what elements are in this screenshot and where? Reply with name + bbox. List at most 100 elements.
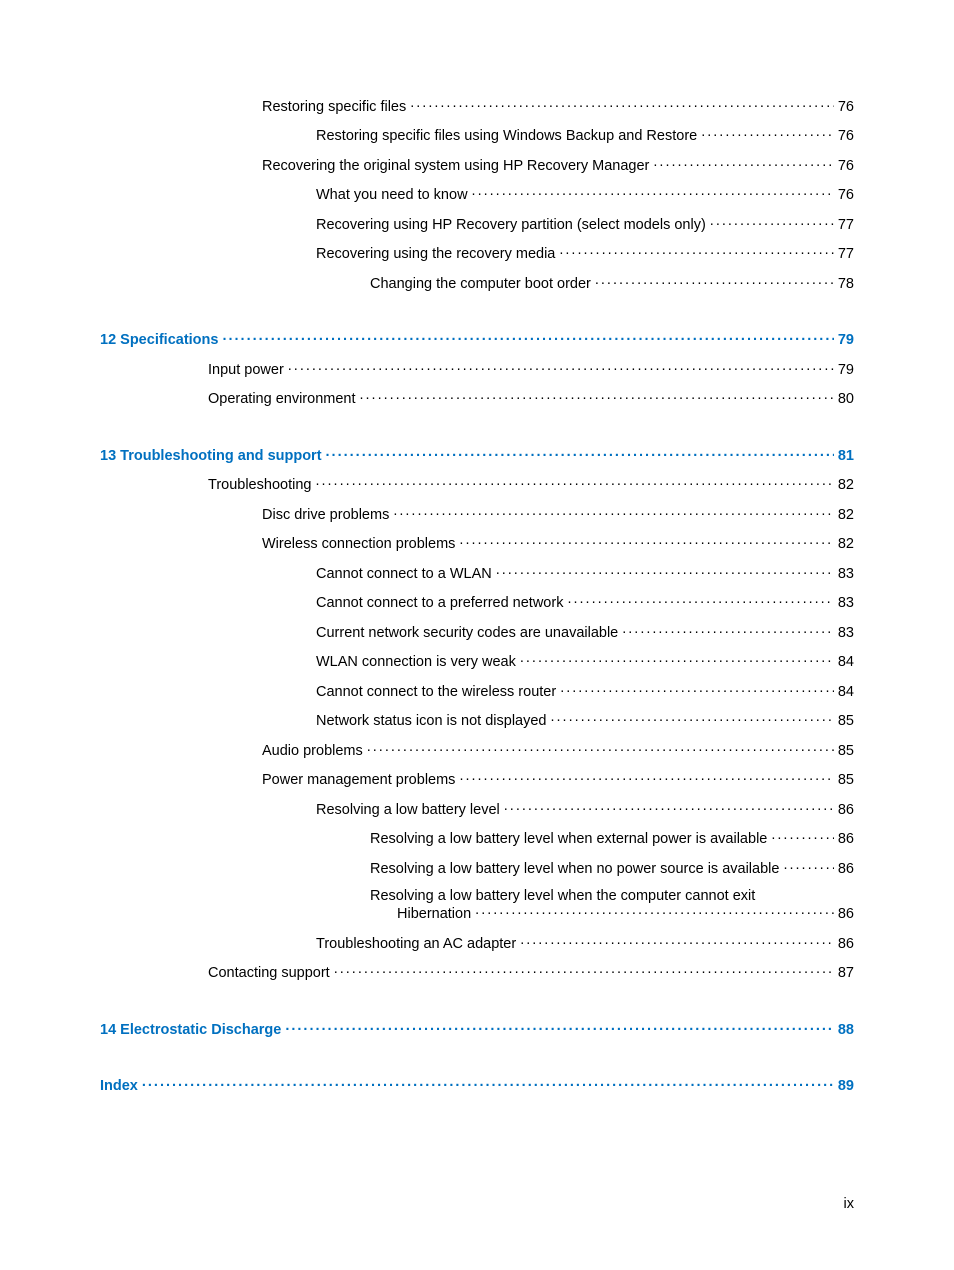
toc-entry: What you need to know 76	[100, 185, 854, 204]
toc-entry: Restoring specific files 76	[100, 96, 854, 115]
toc-leader-dots	[472, 185, 834, 200]
toc-entry-page: 84	[838, 684, 854, 700]
toc-entry: Troubleshooting 82	[100, 475, 854, 494]
toc-entry-text: Resolving a low battery level when the c…	[370, 888, 755, 904]
toc-entry: Resolving a low battery level 86	[100, 799, 854, 818]
toc-entry-text: Audio problems	[262, 743, 363, 759]
toc-entry-text[interactable]: 14 Electrostatic Discharge	[100, 1022, 281, 1038]
page-number: ix	[844, 1196, 854, 1212]
toc-entry-page: 76	[838, 187, 854, 203]
table-of-contents: Restoring specific files76Restoring spec…	[100, 96, 854, 1094]
toc-entry-text: Troubleshooting	[208, 477, 311, 493]
toc-entry-text: Input power	[208, 362, 284, 378]
toc-leader-dots	[410, 96, 834, 111]
toc-leader-dots	[560, 681, 834, 696]
toc-leader-dots	[551, 711, 834, 726]
toc-entry-page: 76	[838, 99, 854, 115]
toc-entry-page: 86	[838, 802, 854, 818]
toc-entry-text: Operating environment	[208, 391, 356, 407]
toc-entry: Recovering the original system using HP …	[100, 155, 854, 174]
toc-entry-text: Disc drive problems	[262, 507, 389, 523]
toc-entry: Resolving a low battery level when exter…	[100, 829, 854, 848]
toc-leader-dots	[496, 563, 834, 578]
toc-leader-dots	[710, 214, 834, 229]
toc-entry-page: 86	[838, 906, 854, 922]
toc-entry-page: 83	[838, 625, 854, 641]
toc-entry: Power management problems85	[100, 770, 854, 789]
toc-leader-dots	[520, 652, 834, 667]
toc-leader-dots	[315, 475, 833, 490]
toc-entry: Cannot connect to a WLAN 83	[100, 563, 854, 582]
toc-entry-page[interactable]: 89	[838, 1078, 854, 1094]
toc-leader-dots	[475, 904, 834, 919]
toc-entry: Recovering using the recovery media 77	[100, 244, 854, 263]
toc-entry-page: 83	[838, 595, 854, 611]
toc-entry-text: Power management problems	[262, 772, 455, 788]
toc-entry-text: Resolving a low battery level when no po…	[370, 861, 779, 877]
toc-chapter-entry: 13 Troubleshooting and support 81	[100, 445, 854, 464]
toc-entry-text: What you need to know	[316, 187, 468, 203]
toc-leader-dots	[326, 445, 834, 460]
toc-leader-dots	[288, 359, 834, 374]
toc-entry: Changing the computer boot order78	[100, 273, 854, 292]
toc-leader-dots	[360, 389, 834, 404]
toc-leader-dots	[701, 126, 834, 141]
toc-entry: Restoring specific files using Windows B…	[100, 126, 854, 145]
toc-leader-dots	[459, 770, 833, 785]
toc-entry-page: 86	[838, 831, 854, 847]
toc-entry-page[interactable]: 88	[838, 1022, 854, 1038]
toc-entry-text: Resolving a low battery level	[316, 802, 500, 818]
toc-entry-text[interactable]: 13 Troubleshooting and support	[100, 448, 322, 464]
toc-entry-page[interactable]: 81	[838, 448, 854, 464]
toc-leader-dots	[520, 933, 834, 948]
toc-chapter-entry: 14 Electrostatic Discharge 88	[100, 1019, 854, 1038]
toc-entry-text: Hibernation	[397, 906, 471, 922]
toc-entry-page: 76	[838, 128, 854, 144]
toc-entry-page: 77	[838, 246, 854, 262]
toc-leader-dots	[771, 829, 834, 844]
toc-leader-dots	[567, 593, 833, 608]
toc-entry-text: Resolving a low battery level when exter…	[370, 831, 767, 847]
toc-leader-dots	[459, 534, 833, 549]
toc-entry: Resolving a low battery level when no po…	[100, 858, 854, 877]
toc-entry-page: 82	[838, 477, 854, 493]
toc-leader-dots	[142, 1076, 834, 1091]
toc-entry: Current network security codes are unava…	[100, 622, 854, 641]
toc-entry-page: 85	[838, 743, 854, 759]
toc-leader-dots	[622, 622, 834, 637]
toc-leader-dots	[653, 155, 833, 170]
toc-entry-text: Restoring specific files	[262, 99, 406, 115]
toc-entry-text: Wireless connection problems	[262, 536, 455, 552]
toc-entry: Cannot connect to a preferred network 83	[100, 593, 854, 612]
toc-leader-dots	[222, 330, 833, 345]
toc-chapter-entry: Index 89	[100, 1076, 854, 1095]
toc-entry-text: Cannot connect to a preferred network	[316, 595, 563, 611]
toc-entry-text: Restoring specific files using Windows B…	[316, 128, 697, 144]
toc-entry-page: 76	[838, 158, 854, 174]
toc-entry: Disc drive problems 82	[100, 504, 854, 523]
toc-entry: Troubleshooting an AC adapter86	[100, 933, 854, 952]
toc-entry-page: 86	[838, 936, 854, 952]
toc-leader-dots	[367, 740, 834, 755]
toc-entry-text: Contacting support	[208, 965, 330, 981]
toc-entry-page: 80	[838, 391, 854, 407]
toc-entry-text: Recovering using the recovery media	[316, 246, 555, 262]
toc-entry-text: Recovering the original system using HP …	[262, 158, 649, 174]
toc-entry-text: Current network security codes are unava…	[316, 625, 618, 641]
toc-entry-page: 85	[838, 713, 854, 729]
toc-leader-dots	[504, 799, 834, 814]
toc-entry-page: 82	[838, 507, 854, 523]
toc-entry: Cannot connect to the wireless router 84	[100, 681, 854, 700]
toc-entry-text: Cannot connect to the wireless router	[316, 684, 556, 700]
toc-entry-text: Network status icon is not displayed	[316, 713, 547, 729]
toc-entry: Hibernation 86	[100, 904, 854, 923]
toc-leader-dots	[285, 1019, 834, 1034]
toc-entry: Recovering using HP Recovery partition (…	[100, 214, 854, 233]
toc-entry-text[interactable]: Index	[100, 1078, 138, 1094]
toc-entry-text[interactable]: 12 Specifications	[100, 332, 218, 348]
toc-entry-text: Cannot connect to a WLAN	[316, 566, 492, 582]
toc-entry-page: 83	[838, 566, 854, 582]
toc-entry-page[interactable]: 79	[838, 332, 854, 348]
toc-entry: Input power79	[100, 359, 854, 378]
toc-entry: Network status icon is not displayed 85	[100, 711, 854, 730]
